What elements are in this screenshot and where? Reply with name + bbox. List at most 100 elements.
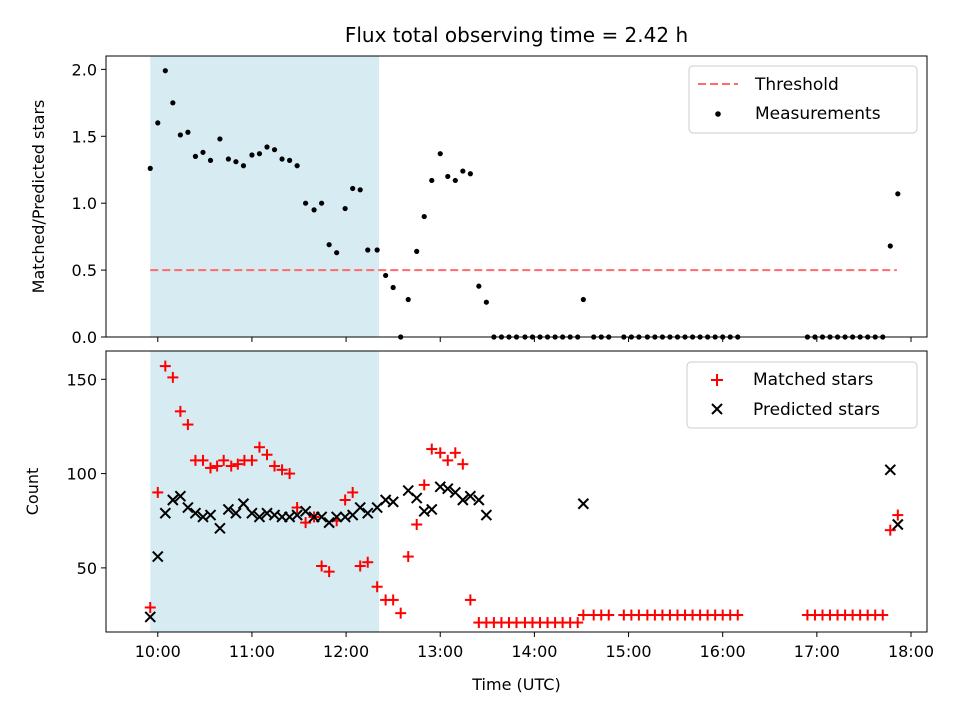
measurement-point xyxy=(264,144,270,150)
bottom-y-axis-label: Count xyxy=(23,468,42,516)
matched-star-point xyxy=(253,441,265,453)
matched-star-point xyxy=(411,519,423,531)
matched-star-point xyxy=(144,601,156,613)
matched-star-point xyxy=(152,486,164,498)
measurement-point xyxy=(390,284,396,291)
x-tick-label: 10:00 xyxy=(135,642,181,661)
matched-star-point xyxy=(395,607,407,619)
matched-star-point xyxy=(347,486,359,498)
x-tick-label: 15:00 xyxy=(605,642,651,661)
measurement-point xyxy=(895,191,901,197)
predicted-star-point xyxy=(204,509,217,521)
measurement-point xyxy=(200,149,206,155)
top-observing-span xyxy=(150,56,380,337)
predicted-star-point xyxy=(884,464,896,476)
matched-star-point xyxy=(434,447,446,459)
measurement-point xyxy=(240,163,247,169)
matched-star-point xyxy=(418,479,430,491)
measurement-point xyxy=(467,171,473,177)
measurement-point xyxy=(279,156,285,162)
matched-star-point xyxy=(877,609,889,621)
measurement-point xyxy=(405,296,411,303)
predicted-star-point xyxy=(480,509,493,521)
predicted-star-point xyxy=(222,503,235,516)
measurement-point xyxy=(887,243,893,249)
matched-star-point xyxy=(211,460,223,472)
matched-star-point xyxy=(167,371,179,383)
top-y-ticks: 0.0 0.5 1.0 1.5 2.0 xyxy=(72,60,106,347)
measurement-point xyxy=(286,157,293,163)
matched-star-point xyxy=(246,454,258,466)
measurement-point xyxy=(342,205,348,212)
measurement-point xyxy=(383,272,389,279)
measurement-point xyxy=(319,200,325,206)
matched-star-point xyxy=(362,556,374,568)
predicted-star-point xyxy=(323,516,335,529)
predicted-star-point xyxy=(354,501,366,514)
top-y-tick-label: 1.0 xyxy=(72,194,97,213)
matched-star-point xyxy=(197,454,209,466)
predicted-star-point xyxy=(152,550,164,563)
bottom-legend: Matched stars Predicted stars xyxy=(686,361,918,429)
measurement-point xyxy=(256,151,263,157)
measurement-point xyxy=(311,207,317,213)
measurement-point xyxy=(192,153,199,159)
x-tick-label: 17:00 xyxy=(794,642,840,661)
predicted-star-point xyxy=(577,498,590,510)
bottom-y-ticks: 50 100 150 xyxy=(66,370,106,578)
matched-star-point xyxy=(892,509,904,521)
predicted-star-point xyxy=(214,522,226,534)
measurement-point xyxy=(326,242,332,248)
predicted-star-points xyxy=(144,464,904,623)
measurement-point xyxy=(233,159,239,165)
bottom-legend-box xyxy=(686,361,918,429)
x-tick-label: 13:00 xyxy=(417,642,463,661)
measurement-point xyxy=(476,283,482,289)
measurement-point xyxy=(334,250,340,256)
predicted-star-point xyxy=(362,507,374,519)
measurement-point xyxy=(365,247,371,253)
matched-star-point xyxy=(261,449,273,461)
predicted-star-point xyxy=(315,511,328,523)
legend-predicted-swatch xyxy=(711,403,723,415)
bottom-y-tick-label: 100 xyxy=(66,465,97,484)
matched-star-point xyxy=(371,581,383,593)
matched-star-point xyxy=(159,360,171,372)
matched-star-point xyxy=(442,454,454,466)
bottom-y-tick-label: 50 xyxy=(77,559,97,578)
measurement-point xyxy=(185,129,191,135)
legend-matched-label: Matched stars xyxy=(753,370,873,390)
x-tick-label: 18:00 xyxy=(888,642,934,661)
measurement-point xyxy=(170,100,176,106)
top-x-ticks xyxy=(157,337,912,342)
measurement-point xyxy=(421,213,427,220)
measurement-point xyxy=(271,147,278,153)
measurement-point xyxy=(177,132,183,138)
matched-star-point xyxy=(572,617,584,629)
matched-star-point xyxy=(300,517,312,529)
top-legend: Threshold Measurements xyxy=(688,65,918,134)
predicted-star-point xyxy=(410,492,423,504)
legend-measurements-swatch xyxy=(715,111,721,117)
matched-star-point xyxy=(284,468,296,480)
matched-star-point xyxy=(426,443,438,455)
matched-star-point xyxy=(276,464,288,476)
measurement-point xyxy=(162,68,168,74)
top-y-tick-label: 0.5 xyxy=(72,261,97,280)
matched-star-point xyxy=(577,609,589,621)
matched-star-point xyxy=(182,419,194,431)
measurement-point xyxy=(350,185,356,192)
predicted-star-point xyxy=(189,507,202,519)
measurement-point xyxy=(374,247,380,253)
predicted-star-point xyxy=(174,490,187,502)
matched-star-point xyxy=(232,458,244,470)
matched-star-point xyxy=(205,462,217,474)
x-axis-label: Time (UTC) xyxy=(471,675,560,694)
x-tick-label: 16:00 xyxy=(700,642,746,661)
measurement-point xyxy=(155,120,161,126)
top-y-tick-label: 2.0 xyxy=(72,60,97,79)
predicted-star-point xyxy=(299,505,312,518)
top-y-tick-label: 0.0 xyxy=(72,328,97,347)
measurement-point xyxy=(294,163,300,169)
